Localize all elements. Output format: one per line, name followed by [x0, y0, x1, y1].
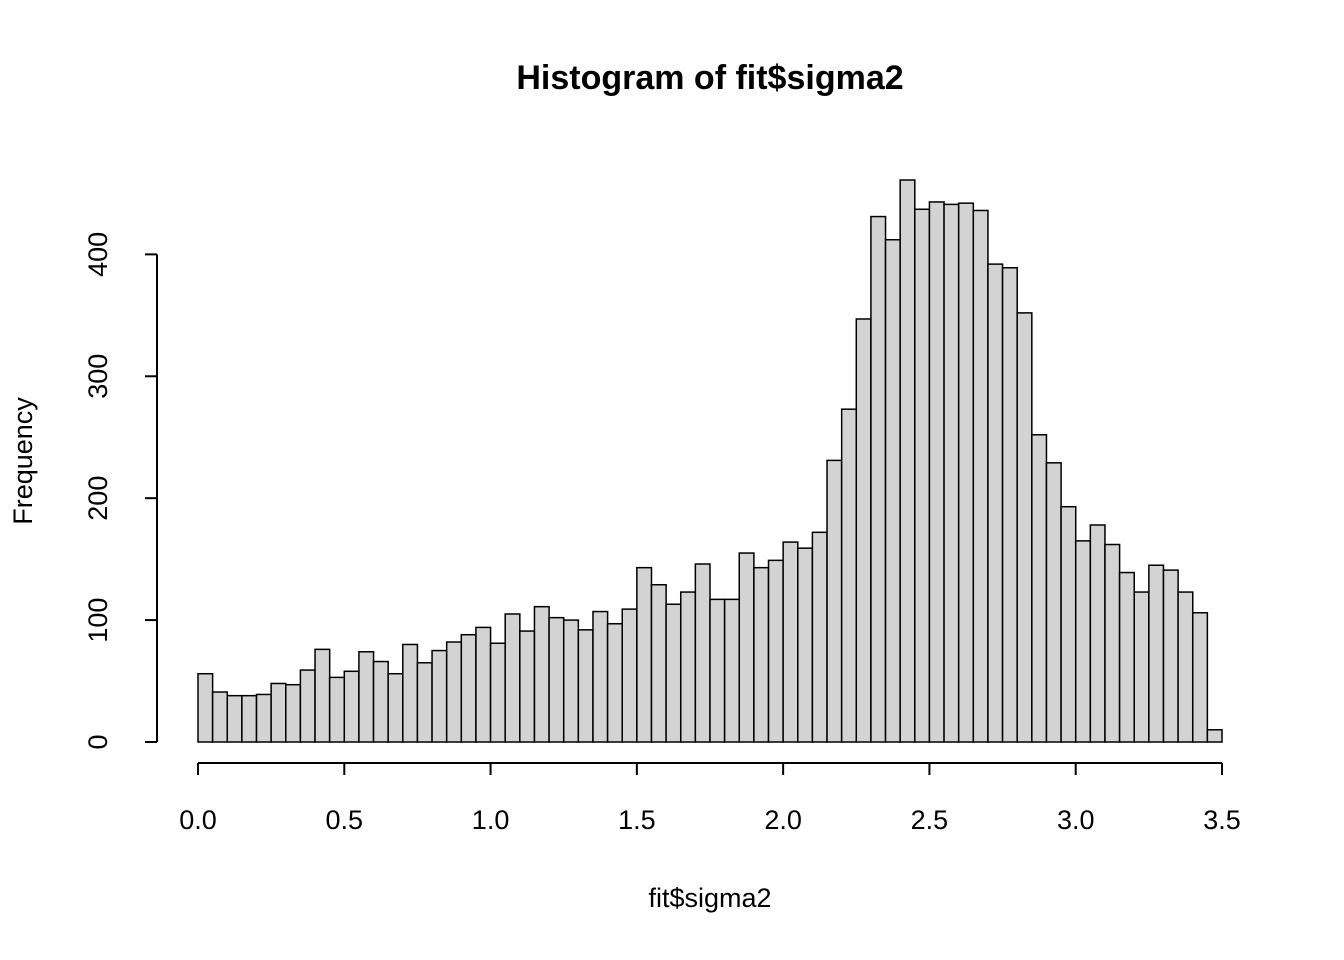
bar	[679, 591, 697, 743]
bar	[299, 669, 316, 743]
x-tick-label: 0.0	[179, 805, 217, 835]
bar	[811, 531, 828, 743]
y-tick-label: 300	[83, 354, 113, 399]
bar	[797, 547, 814, 743]
bar	[709, 598, 726, 743]
bar	[270, 682, 287, 743]
bar	[1031, 434, 1048, 743]
x-tick-label: 3.5	[1203, 805, 1241, 835]
bar	[606, 622, 623, 743]
x-tick-label: 0.5	[326, 805, 364, 835]
bar	[1206, 729, 1223, 743]
bar	[387, 672, 404, 743]
bar	[343, 670, 360, 743]
bar	[782, 541, 799, 743]
x-tick-label: 3.0	[1057, 805, 1095, 835]
bar	[285, 683, 302, 743]
bar	[957, 202, 975, 743]
bar	[1133, 591, 1150, 743]
bar	[475, 626, 492, 743]
bar	[445, 641, 463, 743]
bar	[767, 559, 784, 743]
bar	[621, 608, 638, 743]
bar	[753, 566, 770, 743]
x-tick-label: 1.5	[618, 805, 656, 835]
bar	[226, 694, 243, 743]
bar	[577, 629, 594, 743]
bar	[694, 563, 711, 743]
bar	[738, 552, 755, 743]
bar	[431, 649, 448, 743]
bar	[1162, 569, 1179, 743]
x-tick-label: 2.0	[764, 805, 802, 835]
bar	[592, 610, 609, 743]
bar	[636, 566, 653, 743]
bar	[402, 643, 419, 743]
bar	[884, 238, 901, 743]
y-axis-label: Frequency	[8, 397, 38, 525]
bar	[197, 672, 214, 743]
y-tick-label: 400	[83, 232, 113, 277]
x-tick-label: 2.5	[911, 805, 949, 835]
bar	[1089, 524, 1106, 743]
bar	[548, 616, 565, 743]
bar	[1001, 267, 1018, 743]
bar	[489, 642, 506, 743]
bar	[372, 660, 389, 743]
bar	[987, 263, 1004, 743]
bar	[943, 203, 960, 743]
bar	[358, 651, 375, 743]
bar	[855, 318, 872, 743]
bar	[519, 630, 536, 743]
chart-title: Histogram of fit$sigma2	[516, 59, 903, 97]
bar	[1045, 462, 1062, 743]
bar	[562, 619, 580, 743]
x-tick-label: 1.0	[472, 805, 510, 835]
bar	[1074, 540, 1092, 743]
bar	[1016, 312, 1033, 743]
bar	[972, 209, 989, 743]
bar	[928, 201, 945, 743]
y-tick-label: 0	[83, 734, 113, 749]
x-axis-label: fit$sigma2	[648, 883, 771, 913]
bar	[1148, 564, 1165, 743]
bar	[1118, 571, 1135, 743]
bar	[1177, 591, 1194, 743]
bar	[826, 459, 843, 743]
bar	[870, 215, 887, 743]
bar	[1104, 543, 1121, 743]
bar	[328, 676, 346, 743]
bar	[211, 691, 229, 743]
bar	[504, 613, 521, 743]
y-tick-label: 200	[83, 476, 113, 521]
bar	[416, 662, 433, 743]
bar	[314, 648, 331, 743]
bar	[1191, 612, 1209, 743]
bar	[665, 603, 682, 743]
bar	[914, 208, 931, 743]
bar	[650, 583, 667, 743]
bar	[899, 179, 916, 743]
y-tick-label: 100	[83, 598, 113, 643]
bar	[460, 633, 477, 743]
bar	[533, 605, 550, 743]
bar	[255, 693, 272, 743]
bar	[840, 408, 858, 743]
bar	[1060, 505, 1077, 743]
bar	[723, 598, 741, 743]
bar	[241, 694, 258, 743]
